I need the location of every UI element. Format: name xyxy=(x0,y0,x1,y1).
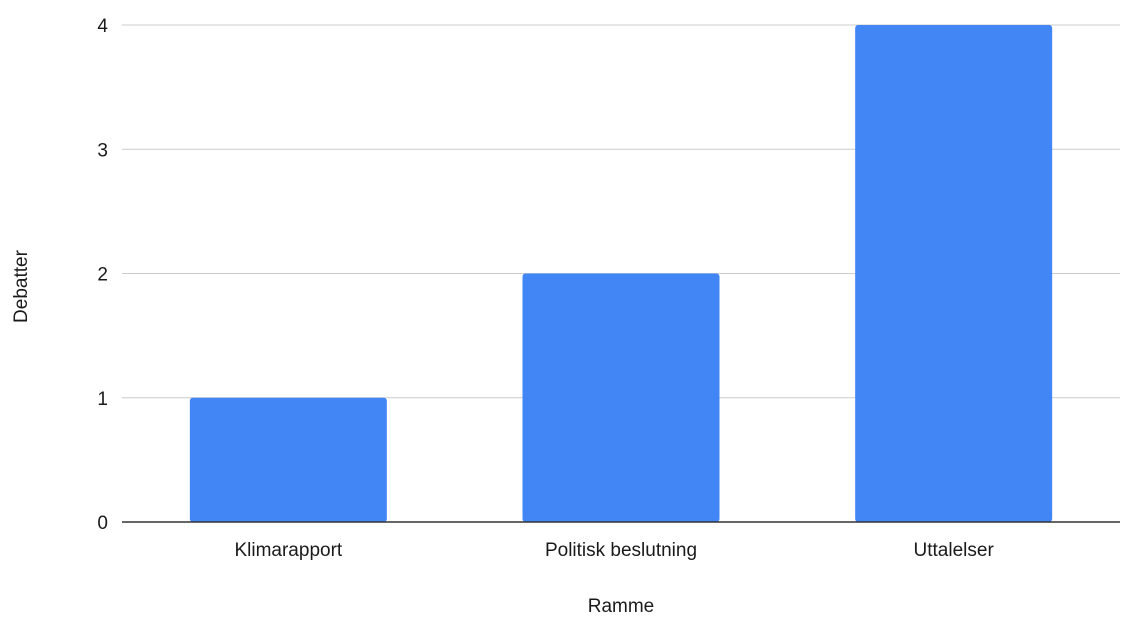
x-tick-label: Politisk beslutning xyxy=(545,540,697,561)
y-tick-label: 1 xyxy=(97,389,108,410)
y-tick-label: 2 xyxy=(97,265,108,286)
x-tick-label: Uttalelser xyxy=(914,540,995,561)
y-tick-label: 0 xyxy=(97,513,108,534)
y-axis-title: Debatter xyxy=(11,249,32,323)
bar-uttalelser xyxy=(855,25,1053,522)
y-tick-label: 3 xyxy=(97,140,108,161)
y-axis-ticks: 0 1 2 3 4 xyxy=(97,16,108,534)
y-tick-label: 4 xyxy=(97,16,108,37)
x-tick-label: Klimarapport xyxy=(234,540,342,561)
x-axis-title: Ramme xyxy=(588,596,655,617)
bar-klimarapport xyxy=(189,397,387,522)
bar-politisk-beslutning xyxy=(522,273,720,522)
x-axis-ticks: Klimarapport Politisk beslutning Uttalelse… xyxy=(234,540,994,561)
bars xyxy=(189,25,1053,522)
